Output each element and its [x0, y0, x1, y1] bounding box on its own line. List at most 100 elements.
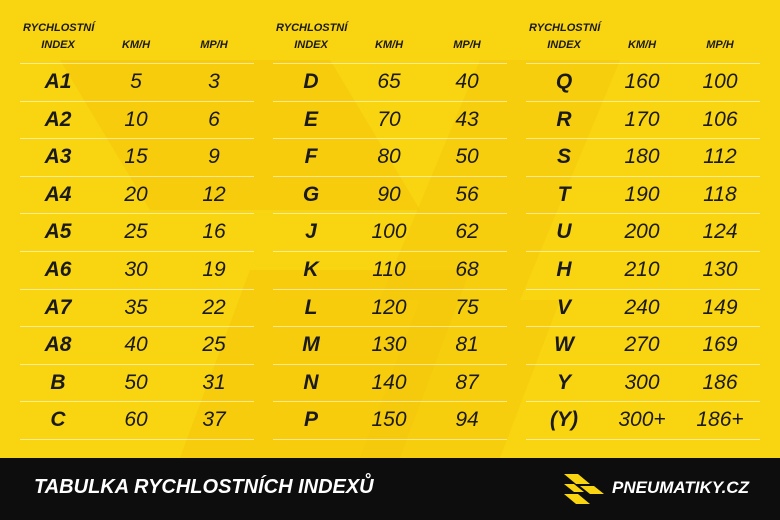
km-value: 180: [624, 145, 660, 169]
row-separator: [273, 251, 507, 252]
km-value: 25: [124, 220, 148, 244]
header-index: RYCHLOSTNÍ: [529, 22, 601, 34]
row-separator: [526, 288, 760, 290]
row-separator: [20, 363, 254, 365]
km-value: 240: [624, 295, 660, 319]
row-separator: [273, 63, 507, 64]
mph-value: 12: [202, 182, 226, 206]
mph-value: 124: [702, 220, 738, 244]
speed-index: Y: [556, 370, 571, 394]
row-separator: [526, 100, 760, 102]
speed-index: H: [556, 258, 572, 281]
row-separator: [20, 213, 254, 215]
row-separator: [20, 100, 254, 102]
header-index: INDEX: [294, 39, 328, 51]
speed-index: W: [554, 333, 574, 357]
mph-value: 19: [202, 258, 226, 281]
km-value: 10: [124, 107, 148, 131]
header-index: INDEX: [547, 39, 581, 51]
speed-index: U: [556, 220, 572, 244]
km-value: 120: [371, 295, 407, 319]
row-separator: [273, 175, 507, 177]
row-separator: [20, 401, 254, 403]
row-separator: [20, 175, 254, 177]
brand-logo: [564, 474, 604, 504]
row-separator: [526, 63, 760, 64]
mph-value: 186+: [696, 408, 744, 432]
speed-index: L: [304, 295, 318, 319]
speed-index: (Y): [550, 408, 578, 432]
km-value: 20: [124, 182, 148, 206]
footer: TABULKA RYCHLOSTNÍCH INDEXŮ PNEUMATIKY.C…: [0, 458, 780, 520]
row-separator: [273, 363, 507, 365]
km-value: 35: [124, 295, 148, 319]
row-separator: [273, 288, 507, 290]
mph-value: 37: [202, 408, 226, 432]
mph-value: 25: [202, 333, 226, 357]
mph-value: 112: [703, 145, 737, 169]
km-value: 170: [624, 107, 660, 131]
header-index: RYCHLOSTNÍ: [23, 22, 95, 34]
mph-value: 130: [702, 258, 738, 281]
km-value: 190: [624, 182, 660, 206]
km-value: 80: [377, 145, 401, 169]
km-value: 300: [624, 370, 660, 394]
mph-value: 50: [455, 145, 479, 169]
km-value: 5: [130, 70, 142, 93]
mph-value: 31: [202, 370, 226, 394]
speed-index: T: [557, 182, 571, 206]
mph-value: 118: [703, 182, 737, 206]
speed-index: F: [304, 145, 318, 169]
header-mp: MP/H: [706, 39, 734, 51]
speed-index: A6: [44, 258, 72, 281]
header-km: KM/H: [627, 39, 657, 51]
header-index: INDEX: [41, 39, 75, 51]
header-index: RYCHLOSTNÍ: [276, 22, 348, 34]
row-separator: [20, 288, 254, 290]
km-value: 110: [372, 258, 406, 281]
mph-value: 16: [202, 220, 226, 244]
speed-index: A3: [44, 145, 72, 169]
mph-value: 22: [202, 295, 226, 319]
km-value: 210: [624, 258, 660, 281]
row-separator: [273, 138, 507, 140]
mph-value: 3: [208, 70, 220, 93]
km-value: 40: [124, 333, 148, 357]
km-value: 150: [371, 408, 407, 432]
speed-index: J: [305, 220, 317, 244]
row-separator: [20, 251, 254, 252]
km-value: 60: [124, 408, 148, 432]
row-separator: [20, 439, 254, 441]
speed-index: C: [50, 408, 66, 432]
speed-index: E: [303, 107, 318, 131]
speed-index: D: [303, 70, 319, 93]
header-mp: MP/H: [200, 39, 228, 51]
header-km: KM/H: [374, 39, 404, 51]
speed-index: A2: [44, 107, 72, 131]
row-separator: [526, 251, 760, 252]
row-separator: [273, 213, 507, 215]
row-separator: [526, 363, 760, 365]
row-separator: [20, 326, 254, 328]
mph-value: 75: [455, 295, 479, 319]
speed-index: M: [302, 333, 320, 357]
speed-index: V: [556, 295, 571, 319]
row-separator: [526, 175, 760, 177]
speed-index: P: [303, 408, 318, 432]
row-separator: [273, 401, 507, 403]
km-value: 70: [377, 107, 401, 131]
row-separator: [526, 213, 760, 215]
km-value: 300+: [618, 408, 666, 432]
header-km: KM/H: [121, 39, 151, 51]
speed-index: A4: [44, 182, 72, 206]
mph-value: 6: [208, 107, 220, 131]
mph-value: 100: [702, 70, 738, 93]
header-mp: MP/H: [453, 39, 481, 51]
speed-index: Q: [555, 70, 573, 93]
km-value: 200: [624, 220, 660, 244]
speed-index: A8: [44, 333, 72, 357]
mph-value: 43: [455, 107, 479, 131]
km-value: 90: [377, 182, 401, 206]
footer-title: TABULKA RYCHLOSTNÍCH INDEXŮ: [34, 476, 374, 498]
